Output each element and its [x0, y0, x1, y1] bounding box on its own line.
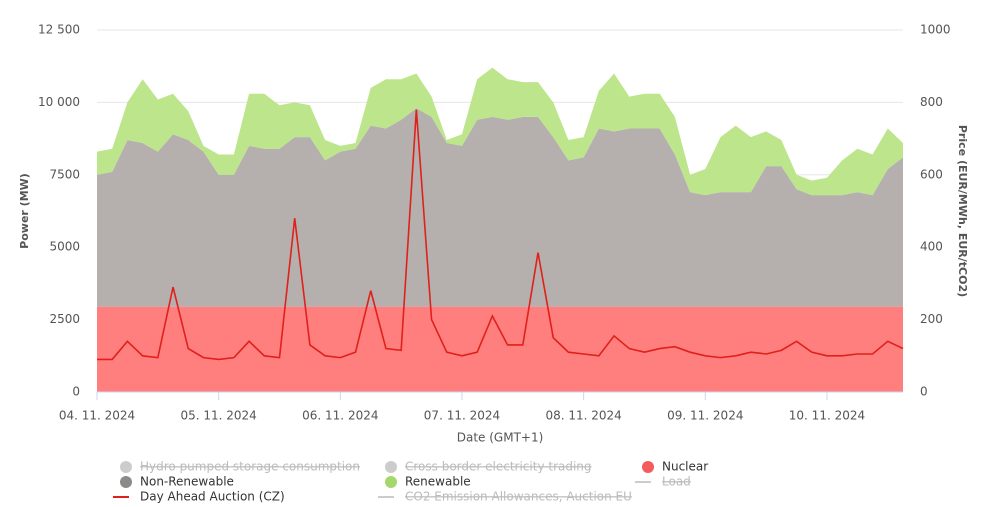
legend-item: CO2 Emission Allowances, Auction EU: [405, 490, 632, 504]
y-tick-label: 5000: [49, 240, 80, 254]
x-tick-label: 08. 11. 2024: [545, 409, 621, 423]
legend-symbol: [642, 461, 654, 473]
y2-tick-label: 600: [920, 167, 943, 181]
legend-item: Cross border electricity trading: [405, 460, 592, 474]
y-tick-label: 2500: [49, 312, 80, 326]
legend-item: Day Ahead Auction (CZ): [140, 490, 285, 504]
y2-axis-title: Price (EUR/MWh, EUR/tCO2): [956, 125, 969, 297]
area: [97, 108, 903, 307]
legend-item: Hydro pumped storage consumption: [140, 460, 360, 474]
y-tick-label: 10 000: [38, 95, 80, 109]
y-tick-label: 7500: [49, 167, 80, 181]
y-axis-title: Power (MW): [18, 173, 31, 249]
legend-symbol: [385, 461, 397, 473]
price-line: [97, 109, 904, 361]
y2-tick-label: 200: [920, 312, 943, 326]
legend-item: Load: [662, 475, 691, 489]
x-tick-label: 07. 11. 2024: [424, 409, 500, 423]
legend-item: Nuclear: [662, 460, 708, 474]
x-tick-label: 06. 11. 2024: [302, 409, 378, 423]
legend-symbol: [120, 461, 132, 473]
x-tick-label: 05. 11. 2024: [180, 409, 256, 423]
area: [97, 67, 903, 196]
y2-tick-label: 1000: [920, 23, 951, 37]
legend-item: Renewable: [405, 475, 471, 489]
area: [97, 306, 903, 392]
y2-tick-label: 800: [920, 95, 943, 109]
legend-item: Non-Renewable: [140, 475, 234, 489]
x-tick-label: 09. 11. 2024: [667, 409, 743, 423]
y2-tick-label: 0: [920, 385, 928, 399]
y2-tick-label: 400: [920, 240, 943, 254]
y-tick-label: 12 500: [38, 23, 80, 37]
x-tick-label: 04. 11. 2024: [59, 409, 135, 423]
y-tick-label: 0: [72, 385, 80, 399]
legend-symbol: [120, 476, 132, 488]
x-tick-label: 10. 11. 2024: [789, 409, 865, 423]
legend-symbol: [385, 476, 397, 488]
x-axis-title: Date (GMT+1): [457, 431, 544, 445]
